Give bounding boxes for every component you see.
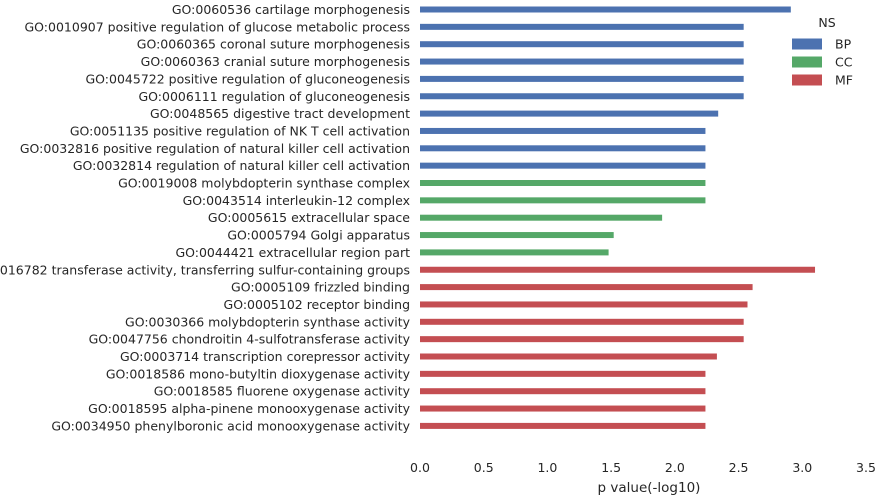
category-label-5: GO:0045722 positive regulation of glucon… <box>86 71 411 86</box>
category-label-17: GO:0005109 frizzled binding <box>231 280 410 295</box>
bar-20 <box>420 336 744 343</box>
category-label-4: GO:0060363 cranial suture morphogenesis <box>141 54 410 69</box>
x-tick-label-4: 1.5 <box>601 460 621 475</box>
bar-10 <box>420 162 706 169</box>
legend: NS BP CC MF <box>792 15 853 88</box>
category-label-12: GO:0043514 interleukin-12 complex <box>183 193 410 208</box>
bar-3 <box>420 41 744 48</box>
category-label-7: GO:0048565 digestive tract development <box>150 106 410 121</box>
x-tick-label-3: 1.0 <box>537 460 557 475</box>
category-label-3: GO:0060365 coronal suture morphogenesis <box>137 37 410 52</box>
bar-7 <box>420 110 719 117</box>
legend-swatch-mf <box>792 74 822 86</box>
x-tick-label-6: 2.5 <box>729 460 749 475</box>
category-label-8: GO:0051135 positive regulation of NK T c… <box>70 123 410 138</box>
bar-22 <box>420 370 706 377</box>
bar-8 <box>420 127 706 134</box>
x-axis-ticks: 0.0 0.5 1.0 1.5 2.0 2.5 3.0 3.5 <box>410 460 876 475</box>
x-tick-label-8: 3.5 <box>856 460 876 475</box>
category-label-20: GO:0047756 chondroitin 4-sulfotransferas… <box>89 332 411 347</box>
bar-2 <box>420 23 744 30</box>
x-tick-label-7: 3.0 <box>792 460 812 475</box>
bar-5 <box>420 75 744 82</box>
bar-23 <box>420 388 706 395</box>
bar-14 <box>420 232 614 239</box>
bar-18 <box>420 301 748 308</box>
category-label-18: GO:0005102 receptor binding <box>224 297 410 312</box>
bar-12 <box>420 197 706 204</box>
category-label-21: GO:0003714 transcription corepressor act… <box>120 349 411 364</box>
bars-layer <box>420 6 816 429</box>
bar-16 <box>420 266 816 273</box>
x-tick-label-5: 2.0 <box>665 460 685 475</box>
bar-1 <box>420 6 791 13</box>
category-label-13: GO:0005615 extracellular space <box>208 210 410 225</box>
x-axis-label: p value(-log10) <box>598 480 701 496</box>
category-label-6: GO:0006111 regulation of gluconeogenesis <box>139 89 411 104</box>
category-label-14: GO:0005794 Golgi apparatus <box>227 228 410 243</box>
bar-9 <box>420 145 706 152</box>
category-label-11: GO:0019008 molybdopterin synthase comple… <box>118 176 410 191</box>
category-label-23: GO:0018585 fluorene oxygenase activity <box>154 384 411 399</box>
category-label-10: GO:0032814 regulation of natural killer … <box>73 158 410 173</box>
legend-swatch-bp <box>792 38 822 50</box>
bar-17 <box>420 284 753 291</box>
bar-6 <box>420 93 744 100</box>
x-tick-label-2: 0.5 <box>474 460 494 475</box>
category-label-9: GO:0032816 positive regulation of natura… <box>20 141 410 156</box>
category-label-2: GO:0010907 positive regulation of glucos… <box>24 19 410 34</box>
category-label-25: GO:0034950 phenylboronic acid monooxygen… <box>51 418 410 433</box>
bar-11 <box>420 180 706 186</box>
legend-swatch-cc <box>792 56 822 68</box>
legend-label-bp: BP <box>835 37 852 52</box>
category-label-15: GO:0044421 extracellular region part <box>175 245 410 260</box>
bar-19 <box>420 318 744 325</box>
category-label-22: GO:0018586 mono-butyltin dioxygenase act… <box>106 366 411 381</box>
legend-label-mf: MF <box>835 73 853 88</box>
bar-15 <box>420 249 609 256</box>
legend-title: NS <box>818 15 835 30</box>
legend-label-cc: CC <box>835 55 853 70</box>
x-tick-label-1: 0.0 <box>410 460 430 475</box>
bar-4 <box>420 58 744 65</box>
bar-13 <box>420 214 663 221</box>
category-label-1: GO:0060536 cartilage morphogenesis <box>172 2 410 17</box>
category-label-19: GO:0030366 molybdopterin synthase activi… <box>125 314 411 329</box>
bar-21 <box>420 353 717 360</box>
bar-25 <box>420 422 706 429</box>
category-labels: GO:0060536 cartilage morphogenesis GO:001… <box>0 2 411 433</box>
bar-24 <box>420 405 706 412</box>
category-label-16: GO:0016782 transferase activity, transfe… <box>0 262 410 277</box>
category-label-24: GO:0018595 alpha-pinene monooxygenase ac… <box>88 401 410 416</box>
